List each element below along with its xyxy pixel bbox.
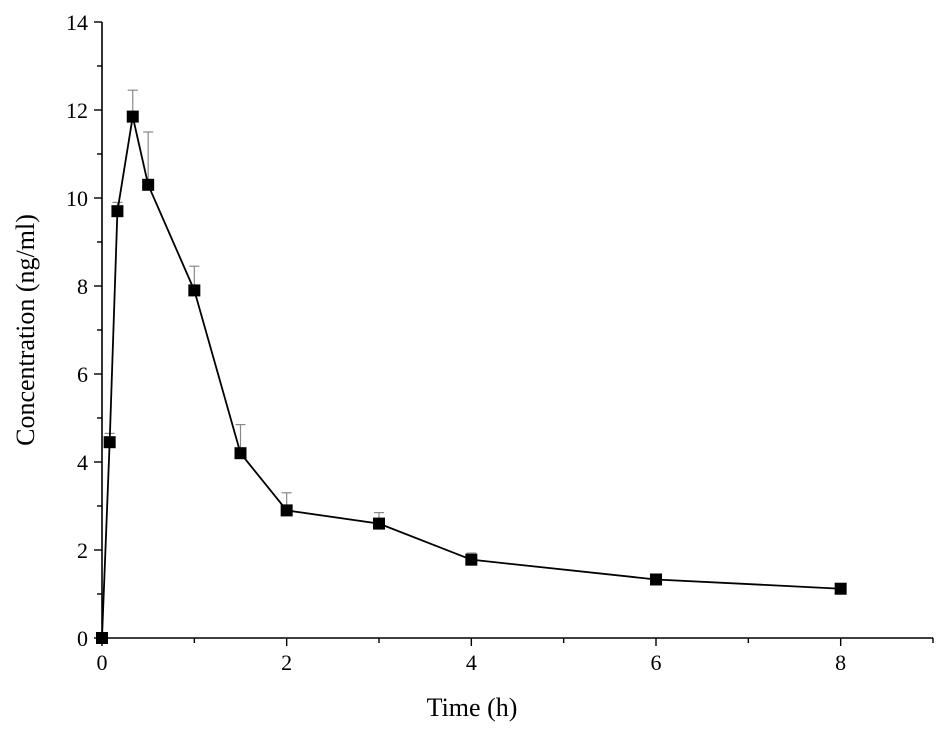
- data-point: [103, 436, 116, 449]
- y-axis-ticks: 0 2 4 6 8 10 12 14: [66, 10, 102, 651]
- y-tick-label: 6: [77, 362, 88, 387]
- error-bars: [104, 89, 846, 589]
- series-line: [101, 116, 841, 639]
- x-axis-ticks: 0 2 4 6 8: [97, 638, 934, 675]
- axes: [101, 22, 933, 639]
- data-point: [96, 632, 108, 644]
- data-point: [126, 110, 139, 123]
- data-point: [142, 178, 155, 191]
- data-point: [188, 284, 201, 297]
- data-point: [373, 517, 385, 530]
- x-tick-label: 6: [651, 650, 662, 675]
- series-group: [96, 110, 847, 644]
- y-tick-label: 2: [77, 538, 88, 563]
- x-tick-label: 2: [281, 650, 292, 675]
- x-tick-label: 4: [466, 650, 477, 675]
- data-point: [234, 447, 247, 460]
- x-axis-title: Time (h): [427, 693, 518, 722]
- data-point: [834, 582, 847, 595]
- data-point: [280, 504, 293, 517]
- data-point: [465, 553, 478, 566]
- data-point: [111, 205, 124, 218]
- y-tick-label: 14: [66, 10, 88, 35]
- y-tick-label: 10: [66, 186, 88, 211]
- x-tick-label: 0: [97, 650, 108, 675]
- y-tick-label: 12: [66, 98, 88, 123]
- y-tick-label: 8: [77, 274, 88, 299]
- y-tick-label: 0: [77, 626, 88, 651]
- y-axis-title: Concentration (ng/ml): [11, 214, 40, 446]
- x-tick-label: 8: [835, 650, 846, 675]
- data-point: [650, 573, 662, 586]
- y-tick-label: 4: [77, 450, 88, 475]
